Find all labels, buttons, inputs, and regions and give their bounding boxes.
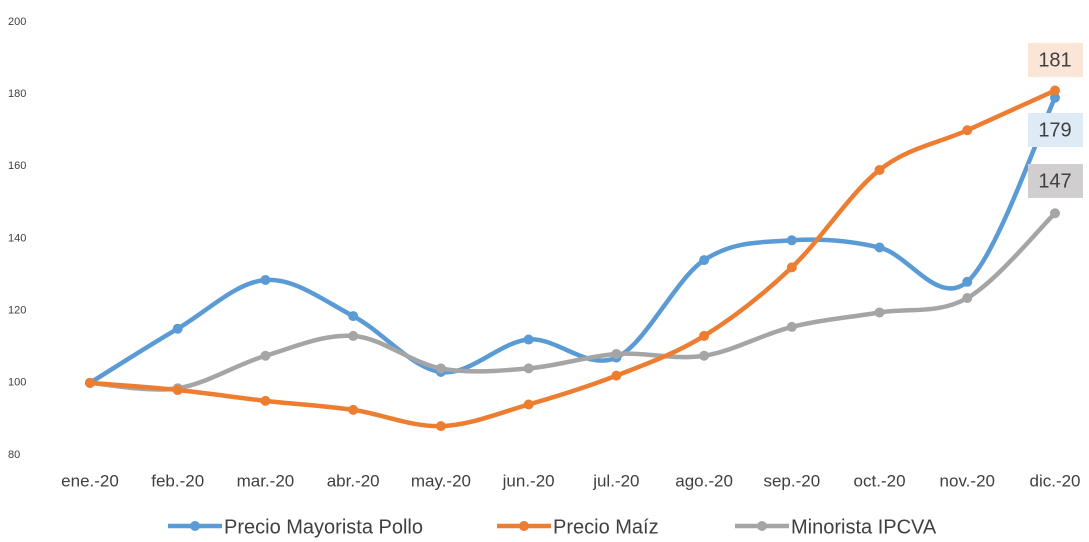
x-tick-label: ago.-20 [675,471,733,490]
series-line [87,88,1058,429]
data-label-box [1028,43,1083,77]
data-label-box [1028,113,1083,147]
data-point [348,404,359,415]
legend-label: Precio Maíz [553,516,659,538]
x-tick-label: ene.-20 [61,471,119,490]
data-point [348,311,359,322]
data-point [348,330,359,341]
data-label-box [1028,164,1083,198]
x-tick-label: nov.-20 [940,471,995,490]
data-label: 147 [1038,170,1071,192]
legend-label: Minorista IPCVA [791,516,937,538]
data-point [260,350,271,361]
y-tick-label: 140 [8,232,26,244]
x-tick-label: jul.-20 [592,471,639,490]
data-point [1050,92,1060,103]
y-tick-label: 160 [8,160,26,172]
data-point [699,350,710,361]
data-point [1050,85,1060,96]
legend-label: Precio Mayorista Pollo [224,516,423,538]
data-point [85,377,95,388]
data-point [786,321,797,332]
series-line [87,210,1058,392]
data-label: 181 [1038,49,1071,71]
data-point [874,307,885,318]
y-tick-label: 180 [8,88,26,100]
data-point [172,385,183,396]
y-tick-label: 80 [8,449,20,461]
legend-marker [519,521,529,531]
data-point [523,334,534,345]
data-point [786,235,797,246]
data-point [962,293,973,304]
x-tick-label: may.-20 [411,471,471,490]
data-point [435,363,446,374]
x-tick-label: abr.-20 [327,471,380,490]
x-tick-label: jun.-20 [502,471,555,490]
data-point [874,164,885,175]
data-point [611,348,622,359]
data-point [172,323,183,334]
data-point [260,395,271,406]
data-point [874,242,885,253]
data-point [962,125,973,136]
x-tick-label: feb.-20 [151,471,204,490]
data-label: 179 [1038,119,1071,141]
data-point [611,370,622,381]
x-tick-label: mar.-20 [237,471,295,490]
y-tick-label: 100 [8,377,26,389]
data-point [1050,208,1060,219]
data-point [699,330,710,341]
x-tick-label: oct.-20 [854,471,906,490]
series-line [87,95,1058,386]
x-tick-label: sep.-20 [763,471,820,490]
x-tick-label: dic.-20 [1029,471,1080,490]
data-point [523,399,534,410]
legend-marker [757,521,767,531]
data-point [786,262,797,273]
y-tick-label: 200 [8,16,26,28]
data-point [962,276,973,287]
data-point [435,421,446,432]
y-tick-label: 120 [8,305,26,317]
legend-marker [190,521,200,531]
data-point [699,255,710,266]
data-point [523,363,534,374]
data-point [260,274,271,285]
